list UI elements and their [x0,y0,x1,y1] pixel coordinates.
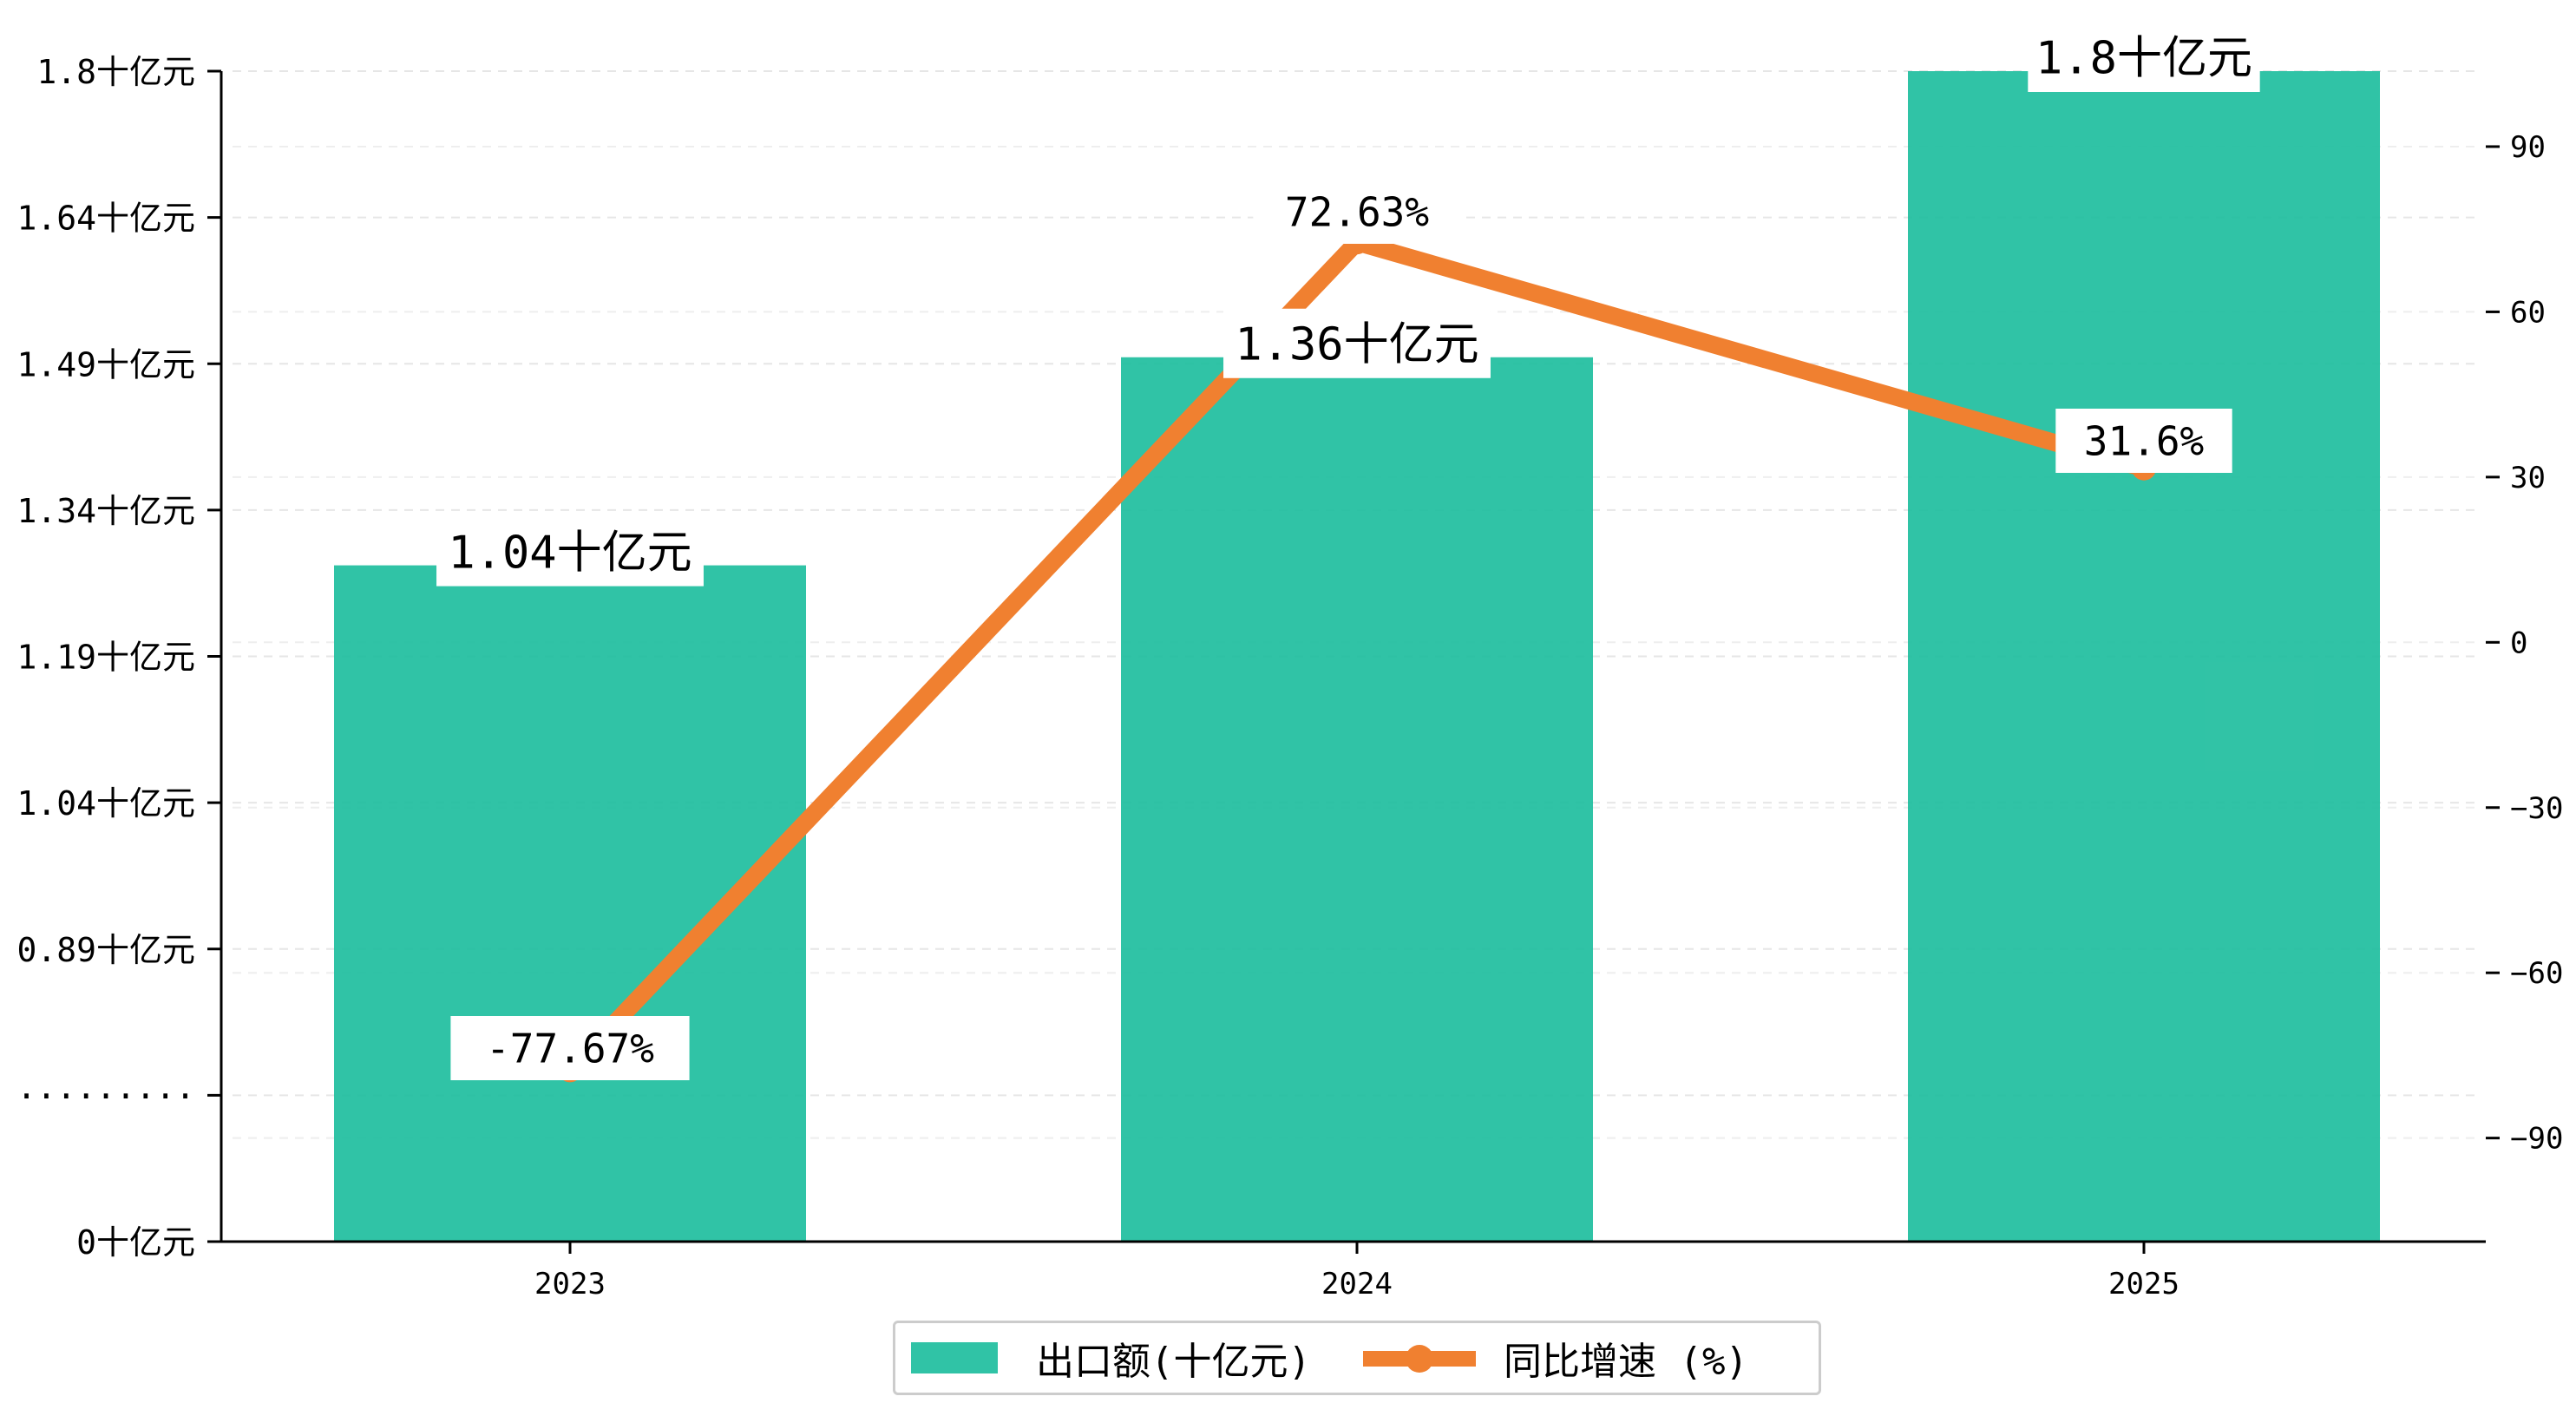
data-labels: 1.04十亿元 1.36十亿元 1.8十亿元 -77.67% 72.63% 31.6% [436,23,2260,1080]
x-tick-label: 2024 [1321,1267,1393,1301]
bar-value-label-text: 1.36十亿元 [1235,318,1478,370]
bar [1908,71,2380,1242]
axes: 0十亿元 ········· 0.89十亿元 1.04十亿元 1.19十亿元 1.34十亿… [16,53,2563,1301]
growth-value-label-bg [1253,180,1461,244]
y-right-tick-label: 0 [2510,626,2527,660]
bar-value-label-text: 1.8十亿元 [2035,33,2252,85]
y-right-tick-label: 90 [2510,130,2546,165]
x-tick-label: 2023 [534,1267,606,1301]
y-left-tick-label: 1.04十亿元 [16,784,195,823]
y-left-tick-label: ········· [16,1077,195,1115]
bar-value-label: 1.8十亿元 [2028,23,2260,92]
growth-value-label: 72.63% [1253,180,1461,244]
x-tick-label: 2025 [2108,1267,2179,1301]
growth-value-label-text: -77.67% [486,1026,654,1072]
y-right-tick-label: −30 [2510,791,2563,826]
bar-value-label-text: 1.04十亿元 [448,527,692,579]
legend-item-line: 同比增速 (%) [1362,1330,1748,1386]
y-left-tick-label: 1.49十亿元 [16,345,195,384]
y-left-tick-label: 1.8十亿元 [36,53,195,91]
bar-value-label: 1.36十亿元 [1223,308,1491,378]
bar [1121,357,1593,1242]
bar-value-label: 1.04十亿元 [436,516,704,587]
legend-bar-swatch [911,1342,998,1373]
y-left-tick-label: 1.34十亿元 [16,492,195,530]
growth-value-label: 31.6% [2055,409,2232,473]
y-left-tick-label: 0十亿元 [76,1223,195,1262]
bar-value-label-bg [436,516,704,587]
y-right-tick-label: −60 [2510,956,2563,991]
y-right-tick-label: 60 [2510,295,2546,330]
growth-value-label-bg [450,1016,690,1080]
legend-line-swatch [1362,1341,1476,1375]
legend-line-label: 同比增速 (%) [1503,1340,1748,1384]
y-right-tick-label: 30 [2510,461,2546,495]
growth-value-label-bg [2055,409,2232,473]
bar-value-label-bg [2028,23,2260,92]
legend: 出口额(十亿元) 同比增速 (%) [893,1321,1821,1395]
growth-value-label-text: 31.6% [2084,418,2204,465]
y-left-tick-label: 1.19十亿元 [16,639,195,677]
legend-item-bar: 出口额(十亿元) [911,1330,1311,1386]
y-left-tick-label: 0.89十亿元 [16,931,195,969]
growth-value-label: -77.67% [450,1016,690,1080]
y-right-tick-label: −90 [2510,1122,2563,1157]
bar-series [334,71,2380,1242]
bar-value-label-bg [1223,308,1491,378]
y-left-tick-label: 1.64十亿元 [16,200,195,238]
legend-bar-label: 出口额(十亿元) [1036,1340,1311,1384]
growth-value-label-text: 72.63% [1285,189,1429,236]
